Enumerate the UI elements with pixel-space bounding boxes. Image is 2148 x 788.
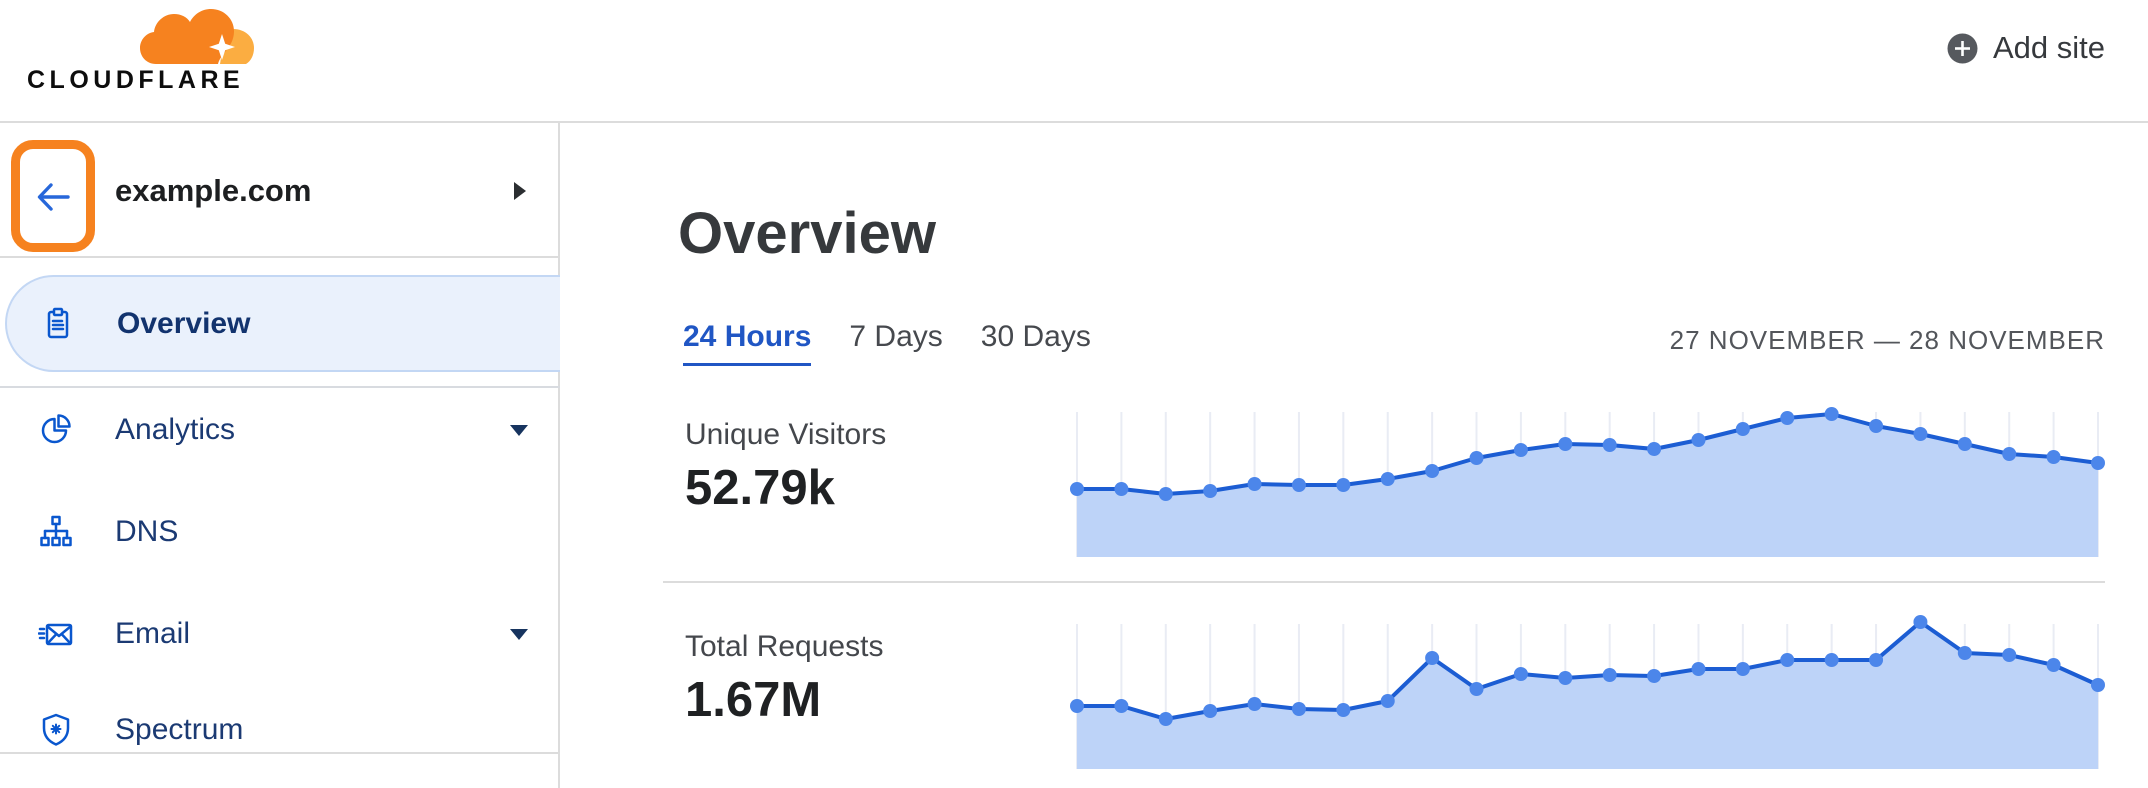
cloudflare-logo[interactable]: CLOUDFLARE: [25, 6, 265, 96]
total-requests-chart: [1070, 594, 2105, 769]
unique-visitors-value: 52.79k: [685, 461, 835, 515]
add-site-label: Add site: [1992, 30, 2105, 65]
plus-circle-icon: [1947, 33, 1978, 63]
add-site-button[interactable]: Add site: [1947, 30, 2105, 66]
caret-right-icon[interactable]: [514, 182, 526, 200]
sidebar-item-spectrum[interactable]: Spectrum: [0, 694, 558, 766]
total-requests-value: 1.67M: [685, 673, 822, 727]
sidebar-item-email[interactable]: Email: [0, 598, 558, 670]
tab-24-hours[interactable]: 24 Hours: [683, 320, 812, 366]
tab-30-days[interactable]: 30 Days: [980, 320, 1091, 353]
top-header: CLOUDFLARE Add site: [0, 0, 2148, 123]
sidebar-item-overview[interactable]: Overview: [5, 275, 560, 372]
sidebar-item-label: Spectrum: [115, 713, 244, 746]
sidebar-item-label: Email: [115, 617, 191, 650]
sidebar: example.com Overview: [0, 123, 560, 788]
sidebar-item-dns[interactable]: DNS: [0, 496, 558, 568]
sidebar-item-label: DNS: [115, 515, 179, 548]
cloudflare-wordmark: CLOUDFLARE: [27, 66, 245, 94]
sidebar-item-analytics[interactable]: Analytics: [0, 394, 558, 466]
caret-down-icon[interactable]: [510, 629, 528, 640]
envelope-icon: [37, 616, 74, 652]
divider: [663, 581, 2105, 583]
date-range-label: 27 NOVEMBER — 28 NOVEMBER: [1669, 325, 2105, 355]
time-range-tabs: 24 Hours 7 Days 30 Days: [683, 320, 1091, 366]
sitemap-icon: [38, 514, 74, 550]
sidebar-item-label: Analytics: [115, 413, 236, 446]
shield-icon: [38, 712, 74, 748]
back-arrow-button[interactable]: [30, 174, 76, 220]
site-name: example.com: [115, 173, 312, 208]
pie-chart-icon: [38, 412, 74, 448]
unique-visitors-chart: [1070, 382, 2105, 557]
divider: [0, 386, 560, 388]
divider: [0, 752, 560, 754]
site-selector-row[interactable]: example.com: [0, 123, 558, 258]
unique-visitors-label: Unique Visitors: [685, 418, 887, 451]
tab-7-days[interactable]: 7 Days: [849, 320, 943, 353]
caret-down-icon[interactable]: [510, 425, 528, 436]
page-title: Overview: [678, 201, 936, 266]
cloudflare-cloud-icon: [140, 9, 254, 64]
sidebar-item-label: Overview: [117, 306, 251, 340]
total-requests-label: Total Requests: [685, 630, 884, 663]
clipboard-icon: [40, 306, 76, 342]
